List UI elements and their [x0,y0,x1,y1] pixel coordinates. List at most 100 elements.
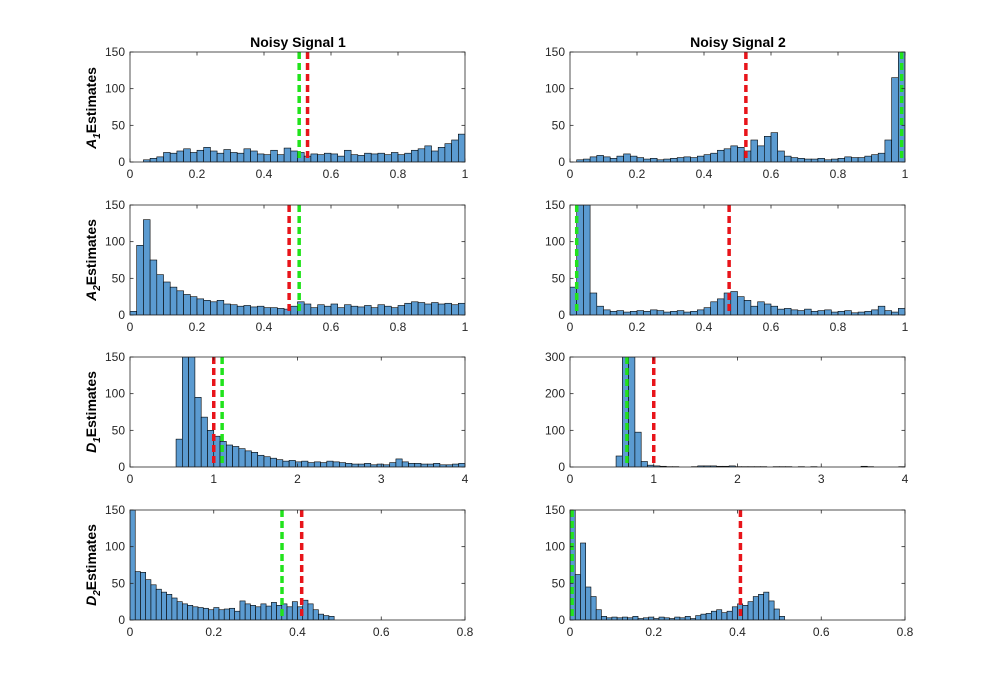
histogram-bar [323,305,332,315]
histogram-bar [234,610,241,620]
histogram-bar [156,274,164,315]
histogram-bar [611,616,618,620]
histogram-bar [337,155,345,162]
bars-A2-signal2 [570,205,905,315]
histogram-bar [684,616,691,620]
y-tick-label: 0 [558,460,565,474]
histogram-bar [731,606,738,620]
histogram-bar [643,311,651,315]
histogram-bar [717,298,725,315]
histogram-bar [830,158,839,162]
column-title-signal-2: Noisy Signal 2 [690,34,786,50]
histogram-bar [864,311,872,315]
histogram-bar [187,605,194,620]
histogram-bar [302,599,309,620]
histogram-bar [156,156,164,162]
histogram-bar [424,303,432,315]
histogram-bar [640,461,648,467]
x-tick-label: 4 [902,472,909,486]
x-tick-label: 0 [127,167,134,181]
histogram-bar [717,149,725,162]
histogram-bar [589,156,598,162]
histogram-bar [603,309,611,315]
histogram-bar [364,152,372,162]
histogram-bar [411,301,419,315]
histogram-bar [169,152,178,162]
histogram-bar [609,311,618,315]
histogram-bar [747,601,754,620]
ylabel-row-a2: A2Estimates [83,219,103,302]
x-tick-label: 0 [567,625,574,639]
histogram-bar [437,147,446,162]
histogram-bar [149,158,158,162]
histogram-bar [891,311,899,315]
histogram-bar [414,463,422,467]
histogram-bar [424,145,432,162]
histogram-bar [223,608,230,620]
histogram-bar [244,450,252,467]
histogram-bar [149,259,158,315]
histogram-bar [757,301,765,315]
histogram-bar [295,461,302,467]
histogram-bar [464,126,465,162]
histogram-bar [485,311,492,315]
histogram-bar [710,301,718,315]
histogram-bar [223,303,231,315]
histogram-bar [810,311,819,315]
histogram-bar [417,302,426,315]
histogram-bar [857,157,866,162]
histogram-bar [263,307,271,315]
histogram-bar [182,357,189,467]
x-tick-label: 0 [127,625,134,639]
histogram-bar [230,304,238,315]
histogram-bar [163,152,171,162]
histogram-bar [830,311,839,315]
y-tick-label: 150 [105,350,125,364]
histogram-bar [384,154,392,162]
histogram-bar [176,150,184,162]
histogram-bar [603,156,611,162]
histogram-bar [877,152,886,162]
ylabel-d2-sub: 2 [92,590,103,597]
ylabel-d1-letter: D [83,443,99,453]
histogram-bar [437,303,446,315]
y-tick-label: 100 [545,235,565,249]
panel-D2-signal2: 0 0.2 0.4 0.6 0.8 0 50 100 150 [545,503,914,639]
histogram-bar [705,613,712,620]
histogram-bar [301,460,309,467]
histogram-bar [670,158,678,162]
y-tick-label: 100 [545,82,565,96]
x-tick-label: 1 [650,472,657,486]
y-tick-label: 150 [545,503,565,517]
histogram-bar [585,586,592,620]
histogram-bar [202,607,209,620]
histogram-bar [136,245,144,315]
y-tick-label: 0 [118,308,125,322]
y-tick-label: 50 [112,423,126,437]
histogram-bar [313,461,321,467]
histogram-bar [431,150,439,162]
panel-D1-signal1: 0 1 2 3 4 0 50 100 150 [105,350,469,486]
y-tick-label: 0 [558,155,565,169]
histogram-bar [203,300,211,315]
histogram-bar [574,574,581,620]
histogram-bar [263,456,271,467]
histogram-bar [182,603,188,620]
histogram-bar [643,158,651,162]
x-tick-label: 2 [294,472,301,486]
histogram-bar [864,155,872,162]
x-tick-label: 3 [818,472,825,486]
histogram-bar [176,290,184,315]
histogram-bar [377,304,385,315]
histogram-bar [485,69,492,162]
ylabel-a2-letter: A [83,291,99,302]
histogram-bar [726,610,733,620]
histogram-bar [317,304,325,315]
histogram-bar [145,579,152,620]
histogram-bar [716,609,723,620]
histogram-bar [904,307,905,315]
histogram-bar [797,310,805,315]
y-tick-label: 50 [552,576,566,590]
histogram-bar [318,613,324,620]
